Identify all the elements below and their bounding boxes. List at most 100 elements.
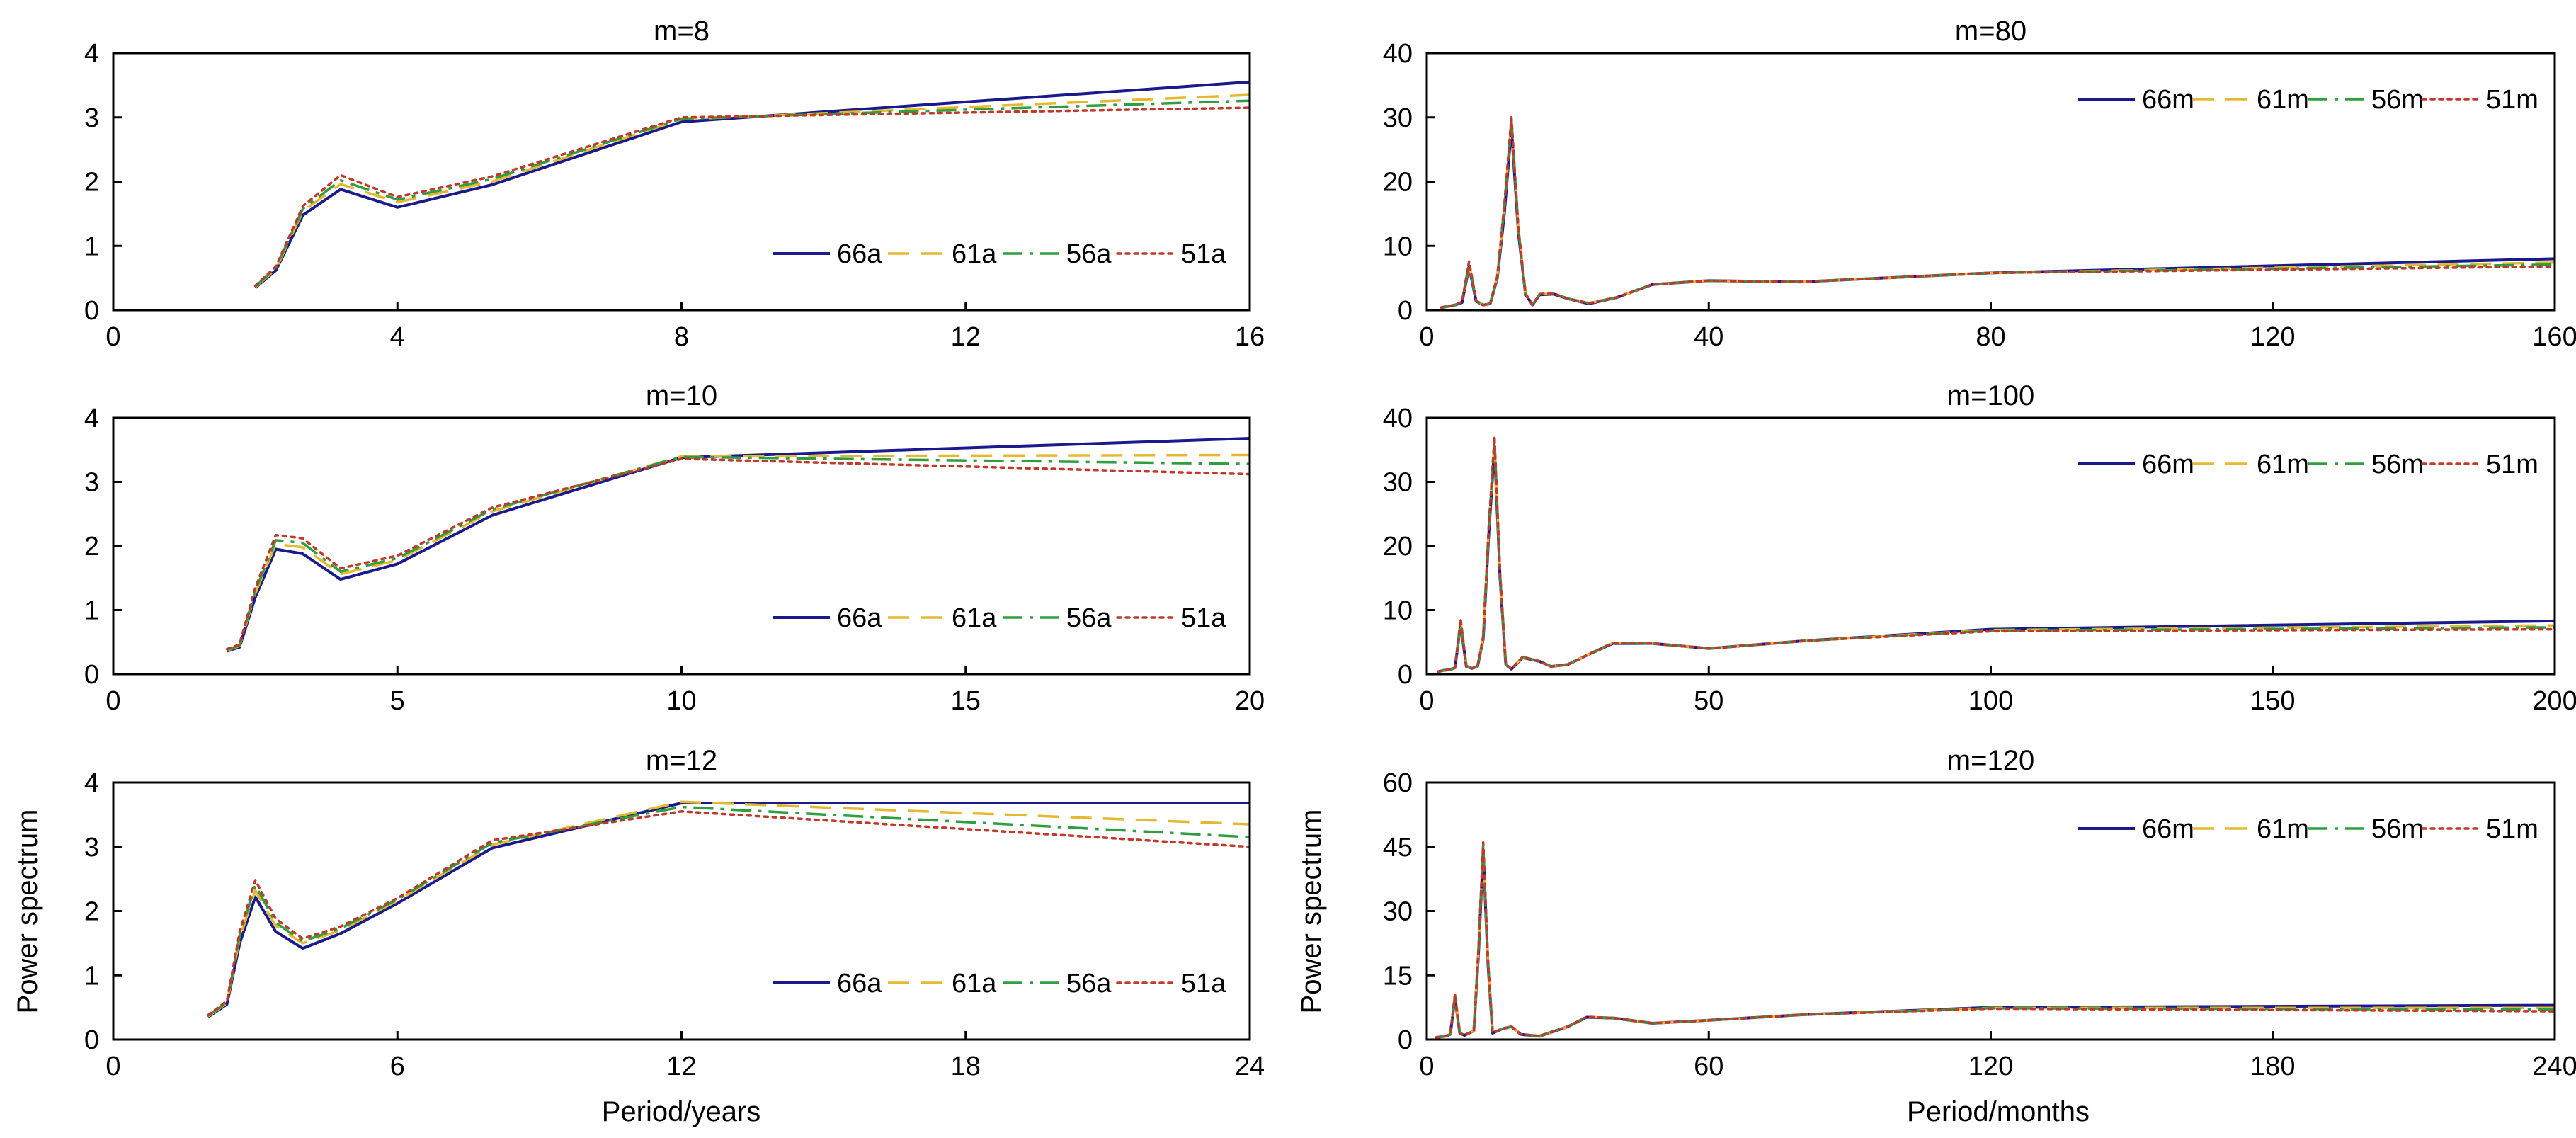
m-120-y-tick-label: 30	[1383, 897, 1413, 927]
left-y-axis-title: Power spectrum	[12, 809, 43, 1014]
legend-label-51m: 51m	[2486, 85, 2538, 115]
m-10-series-group	[225, 437, 1250, 653]
m-100-x-tick-label: 100	[1968, 686, 2013, 716]
m-10-x-tick-label: 5	[390, 686, 405, 716]
m-100-x-tick-label: 200	[2532, 686, 2576, 716]
m-100-y-tick-label: 20	[1383, 532, 1413, 562]
legend-label-56m: 56m	[2371, 814, 2424, 844]
m-10-x-tick-label: 20	[1235, 686, 1265, 716]
legend-label-61m: 61m	[2257, 85, 2309, 115]
panel-m80: 0 40 80 120 160 0 10 20 30 40 m=80 66m 61m 56m 51m	[1383, 16, 2576, 352]
legend-label-56m: 56m	[2371, 450, 2424, 479]
m-12-y-tick-label: 4	[84, 768, 99, 798]
m-12-x-tick-label: 18	[951, 1052, 981, 1081]
m-120-y-tick-label: 60	[1383, 768, 1413, 798]
legend-label-66a: 66a	[837, 239, 882, 269]
m-10-x-tick-label: 15	[951, 686, 981, 716]
m-120-x-tick-label: 120	[1968, 1052, 2013, 1081]
legend-label-56a: 56a	[1066, 969, 1112, 998]
m-8-x-tick-label: 0	[106, 322, 120, 352]
m-80-legend: 66m 61m 56m 51m	[2078, 85, 2538, 115]
right-y-axis-title: Power spectrum	[1296, 809, 1327, 1014]
legend-label-66a: 66a	[837, 969, 882, 998]
legend-label-56a: 56a	[1066, 239, 1112, 269]
legend-label-51m: 51m	[2486, 814, 2538, 844]
m-80-y-tick-label: 10	[1383, 232, 1413, 261]
m-100-y-tick-label: 0	[1398, 660, 1413, 690]
m-8-y-tick-label: 1	[84, 232, 99, 261]
m-120-x-tick-label: 180	[2250, 1052, 2295, 1081]
m-12-y-tick-label: 1	[84, 961, 99, 991]
m-8-legend: 66a 61a 56a 51a	[773, 239, 1226, 269]
right-x-axis-title: Period/months	[1907, 1096, 2090, 1127]
m-8-x-tick-label: 16	[1235, 322, 1265, 352]
m-10-x-tick-label: 10	[666, 686, 696, 716]
m-12-x-tick-label: 0	[106, 1052, 120, 1081]
m-10-legend: 66a 61a 56a 51a	[773, 603, 1226, 633]
m-100-y-tick-label: 30	[1383, 468, 1413, 498]
m-120-legend: 66m 61m 56m 51m	[2078, 814, 2538, 844]
m-80-x-tick-label: 40	[1694, 322, 1723, 352]
m-100-y-tick-label: 10	[1383, 596, 1413, 626]
m-120-series-56m	[1436, 843, 2555, 1039]
panel-m100: 0 50 100 150 200 0 10 20 30 40 m=100 66m 61m 56m 51m	[1383, 380, 2576, 716]
legend-label-61m: 61m	[2257, 450, 2309, 479]
panel-m10: 0 5 10 15 20 0 1 2 3 4 m=10 66a 61a 56a 51a	[84, 380, 1265, 716]
m-8-y-tick-label: 0	[84, 296, 99, 326]
legend-label-66m: 66m	[2142, 85, 2194, 115]
m-10-y-tick-label: 4	[84, 404, 99, 433]
m-8-x-tick-label: 4	[390, 322, 405, 352]
m-80-y-tick-label: 20	[1383, 168, 1413, 198]
m-8-title: m=8	[654, 16, 709, 47]
m-12-y-tick-label: 0	[84, 1025, 99, 1055]
m-10-y-tick-label: 0	[84, 660, 99, 690]
m-12-title: m=12	[646, 745, 717, 776]
m-8-y-tick-label: 2	[84, 168, 99, 198]
legend-label-61a: 61a	[952, 603, 997, 633]
m-80-title: m=80	[1955, 16, 2027, 47]
m-10-x-tick-label: 0	[106, 686, 120, 716]
m-12-series-66a	[207, 802, 1250, 1018]
m-100-legend: 66m 61m 56m 51m	[2078, 450, 2538, 479]
m-10-series-51a	[225, 457, 1250, 651]
m-80-y-tick-label: 30	[1383, 103, 1413, 133]
m-12-y-tick-label: 2	[84, 897, 99, 927]
legend-label-51m: 51m	[2486, 450, 2538, 479]
m-80-y-tick-label: 0	[1398, 296, 1413, 326]
m-8-series-group	[253, 80, 1250, 289]
legend-label-66m: 66m	[2142, 814, 2194, 844]
m-120-series-51m	[1435, 841, 2555, 1039]
m-120-series-group	[1435, 841, 2555, 1039]
m-100-title: m=100	[1947, 380, 2034, 411]
legend-label-66a: 66a	[837, 603, 882, 633]
m-100-series-group	[1437, 436, 2555, 673]
m-120-x-tick-label: 60	[1694, 1052, 1723, 1081]
m-12-series-51a	[207, 810, 1250, 1017]
m-100-y-tick-label: 40	[1383, 404, 1413, 433]
m-8-y-tick-label: 3	[84, 103, 99, 133]
left-x-axis-title: Period/years	[602, 1096, 761, 1127]
m-80-series-51m	[1440, 116, 2555, 309]
m-120-y-tick-label: 0	[1398, 1025, 1413, 1055]
legend-label-51a: 51a	[1181, 603, 1226, 633]
legend-label-51a: 51a	[1181, 969, 1226, 998]
m-80-x-tick-label: 80	[1976, 322, 2005, 352]
m-10-title: m=10	[646, 380, 717, 411]
m-12-x-tick-label: 6	[390, 1052, 405, 1081]
m-120-y-tick-label: 15	[1383, 961, 1413, 991]
m-120-y-tick-label: 45	[1383, 833, 1413, 863]
m-12-x-tick-label: 24	[1235, 1052, 1265, 1081]
m-8-series-51a	[253, 106, 1250, 288]
legend-label-51a: 51a	[1181, 239, 1226, 269]
m-80-y-tick-label: 40	[1383, 39, 1413, 69]
m-100-x-tick-label: 0	[1419, 686, 1434, 716]
m-120-x-tick-label: 0	[1419, 1052, 1434, 1081]
legend-label-61a: 61a	[952, 969, 997, 998]
m-8-x-tick-label: 12	[951, 322, 981, 352]
legend-label-66m: 66m	[2142, 450, 2194, 479]
legend-label-56a: 56a	[1066, 603, 1112, 633]
panel-m120: 0 60 120 180 240 0 15 30 45 60 m=120 66m 61m 56m 51m	[1383, 745, 2576, 1081]
